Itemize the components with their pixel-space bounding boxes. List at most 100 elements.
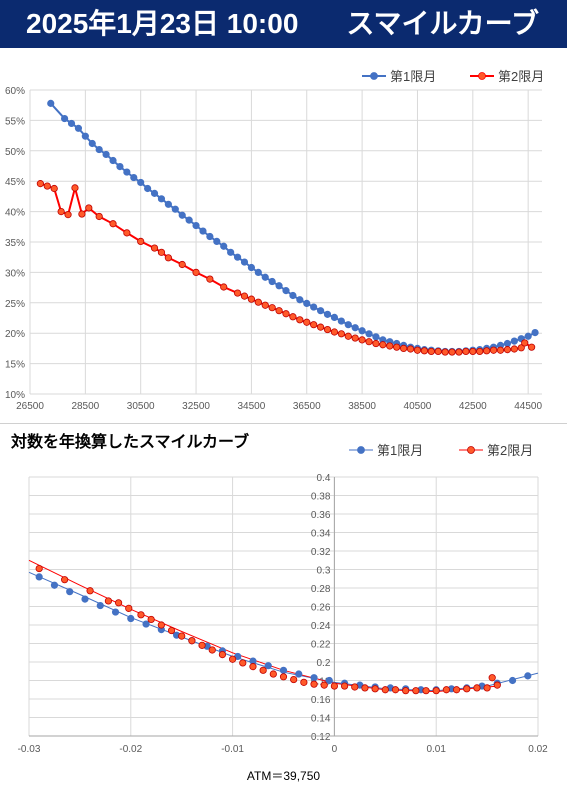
data-point-s1	[247, 263, 256, 272]
data-point-s1	[67, 119, 76, 128]
data-point-s2	[320, 681, 328, 689]
data-point-s2	[86, 587, 94, 595]
data-point-s2	[35, 564, 43, 573]
data-point-s2	[427, 347, 435, 356]
y-tick-label: 0.34	[311, 529, 331, 540]
y-tick-label: 55%	[5, 116, 25, 127]
data-point-s1	[213, 237, 221, 245]
y-tick-label: 0.2	[316, 658, 330, 669]
x-tick-label: 38500	[348, 401, 376, 412]
y-tick-label: 15%	[5, 360, 25, 371]
data-point-s2	[448, 348, 456, 356]
data-point-s1	[323, 310, 332, 318]
data-point-s1	[275, 282, 283, 290]
data-point-s2	[422, 687, 430, 695]
data-point-s2	[455, 348, 463, 356]
data-point-s1	[88, 139, 96, 148]
y-tick-label: 0.26	[311, 603, 331, 614]
data-point-s1	[95, 145, 103, 154]
data-point-s1	[96, 601, 104, 610]
data-point-s1	[351, 324, 359, 332]
data-point-s1	[344, 321, 352, 329]
y-tick-label: 50%	[5, 147, 25, 158]
legend-label-1: 第1限月	[390, 69, 436, 84]
header-banner: 2025年1月23日 10:00 スマイルカーブ	[0, 0, 567, 48]
data-point-s1	[47, 99, 55, 107]
data-point-s1	[264, 662, 272, 670]
data-point-s2	[198, 641, 206, 649]
data-point-s2	[391, 686, 400, 694]
data-point-s1	[185, 216, 193, 224]
data-point-s1	[220, 242, 228, 250]
data-point-s2	[521, 339, 529, 347]
data-point-s2	[137, 237, 145, 245]
data-point-s2	[379, 341, 387, 349]
data-point-s2	[510, 345, 518, 353]
data-point-s2	[167, 626, 176, 635]
data-point-s2	[473, 684, 481, 692]
data-point-s2	[300, 678, 308, 686]
data-point-s2	[452, 686, 461, 694]
data-point-s1	[282, 287, 290, 295]
data-point-s2	[434, 347, 442, 356]
y-tick-label: 0.22	[311, 640, 331, 651]
data-point-s2	[289, 313, 297, 321]
y-tick-label: 40%	[5, 208, 25, 219]
data-point-s2	[344, 332, 352, 340]
data-point-s1	[508, 676, 517, 685]
data-point-s1	[289, 291, 297, 300]
data-point-s2	[85, 204, 93, 212]
x-tick-label: -0.01	[221, 744, 244, 755]
data-point-s2	[50, 184, 58, 193]
data-point-s2	[269, 670, 277, 678]
y-tick-label: 0.18	[311, 677, 331, 688]
data-point-s2	[261, 301, 269, 309]
data-point-s2	[254, 298, 262, 306]
x-tick-label: -0.03	[18, 744, 41, 755]
data-point-s2	[337, 330, 345, 338]
data-point-s2	[393, 343, 401, 351]
data-point-s1	[337, 317, 345, 325]
data-point-s2	[43, 182, 51, 190]
data-point-s1	[50, 581, 59, 589]
x-tick-label: 28500	[71, 401, 99, 412]
data-point-s2	[489, 346, 498, 354]
data-point-s2	[240, 292, 249, 300]
log-smile-curve-chart: 0.12 0.14 0.16 0.18 0.2 0.22 0.24 0.26 0.28 0.3 0.…	[18, 443, 549, 755]
data-point-s2	[290, 675, 298, 684]
data-point-s1	[199, 227, 207, 235]
data-point-s1	[144, 184, 152, 193]
data-point-s2	[330, 328, 339, 336]
y-tick-label: 0.12	[311, 732, 331, 743]
data-point-s1	[74, 124, 83, 132]
y-tick-label: 45%	[5, 177, 25, 188]
data-point-s1	[325, 676, 333, 685]
y-tick-label: 10%	[5, 390, 25, 401]
data-point-s2	[351, 683, 359, 691]
data-point-s2	[310, 321, 318, 329]
data-point-s2	[488, 674, 496, 682]
data-point-s2	[365, 338, 373, 346]
data-point-s2	[208, 646, 216, 654]
data-point-s2	[323, 325, 332, 334]
y-tick-label: 0.32	[311, 547, 331, 558]
data-point-s2	[400, 344, 408, 352]
y-tick-label: 30%	[5, 268, 25, 279]
data-point-s2	[147, 615, 155, 624]
y-tick-label: 35%	[5, 238, 25, 249]
data-point-s1	[150, 189, 159, 197]
data-point-s1	[123, 168, 131, 176]
data-point-s2	[469, 347, 477, 356]
legend-label-1: 第1限月	[377, 443, 423, 458]
data-point-s2	[57, 208, 65, 216]
data-point-s1	[81, 132, 89, 140]
data-point-s2	[528, 343, 536, 351]
data-point-s2	[275, 307, 283, 315]
data-point-s2	[188, 637, 196, 645]
data-point-s2	[420, 347, 428, 355]
y-tick-label: 0.3	[316, 566, 330, 577]
data-point-s2	[157, 248, 166, 256]
data-point-s2	[282, 310, 290, 318]
data-point-s2	[340, 682, 349, 690]
data-point-s1	[524, 672, 532, 680]
